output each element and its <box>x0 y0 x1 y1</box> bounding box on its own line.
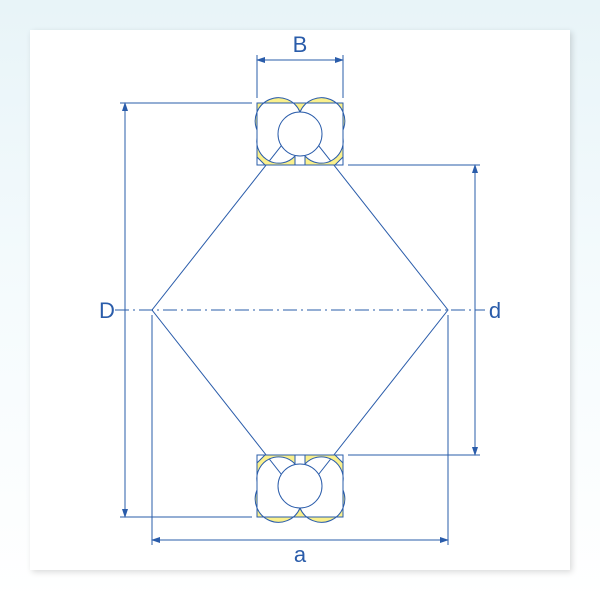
bearing-section-top <box>255 98 345 165</box>
ball-top <box>278 112 322 156</box>
label-d: d <box>489 298 501 323</box>
label-B: B <box>293 32 308 57</box>
dimension-a: a <box>152 315 448 567</box>
bearing-diagram: B D d a <box>30 30 570 570</box>
ball-bottom <box>278 464 322 508</box>
dimension-B: B <box>257 32 343 98</box>
label-a: a <box>294 542 307 567</box>
label-D: D <box>99 298 115 323</box>
bearing-section-bottom <box>255 455 345 522</box>
